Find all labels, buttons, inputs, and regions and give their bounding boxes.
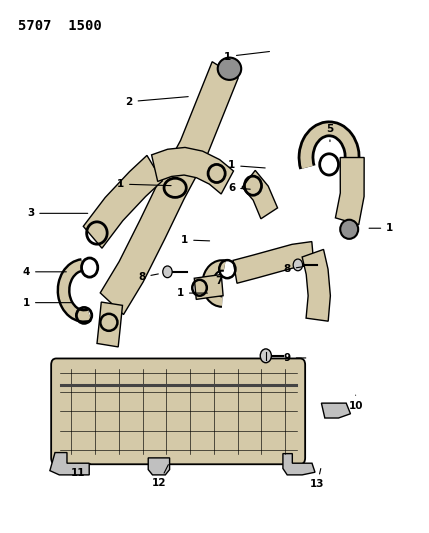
Text: 7: 7 — [215, 277, 230, 286]
Text: 13: 13 — [310, 469, 324, 489]
Text: 1: 1 — [23, 297, 73, 308]
Text: 8: 8 — [138, 272, 158, 282]
Polygon shape — [302, 249, 330, 321]
Polygon shape — [100, 62, 238, 314]
Text: 9: 9 — [284, 353, 306, 363]
Text: 1: 1 — [224, 52, 269, 61]
Text: 6: 6 — [228, 183, 250, 193]
Polygon shape — [283, 454, 315, 475]
Circle shape — [163, 266, 172, 278]
Polygon shape — [50, 453, 89, 475]
Text: 1: 1 — [228, 160, 265, 171]
Text: 1: 1 — [181, 235, 210, 245]
Text: 4: 4 — [23, 267, 66, 277]
Polygon shape — [151, 148, 233, 194]
Polygon shape — [194, 274, 223, 300]
FancyBboxPatch shape — [51, 359, 305, 464]
Ellipse shape — [218, 58, 241, 80]
Polygon shape — [233, 241, 314, 283]
Text: 1: 1 — [117, 179, 171, 189]
Circle shape — [260, 349, 272, 363]
Text: 1: 1 — [177, 288, 208, 298]
Text: 8: 8 — [284, 264, 302, 274]
Text: 12: 12 — [152, 465, 168, 488]
Text: 5: 5 — [326, 124, 334, 142]
Text: 1: 1 — [369, 223, 393, 233]
Polygon shape — [83, 156, 162, 248]
Polygon shape — [148, 458, 169, 475]
Polygon shape — [242, 171, 278, 219]
Circle shape — [293, 259, 302, 271]
Text: 2: 2 — [125, 96, 188, 107]
Polygon shape — [97, 302, 123, 347]
Polygon shape — [321, 403, 350, 418]
Text: 5707  1500: 5707 1500 — [18, 19, 102, 33]
Polygon shape — [335, 158, 364, 225]
Text: 3: 3 — [27, 208, 88, 219]
Ellipse shape — [340, 220, 358, 239]
Text: 11: 11 — [70, 464, 91, 478]
Text: 10: 10 — [348, 395, 363, 411]
